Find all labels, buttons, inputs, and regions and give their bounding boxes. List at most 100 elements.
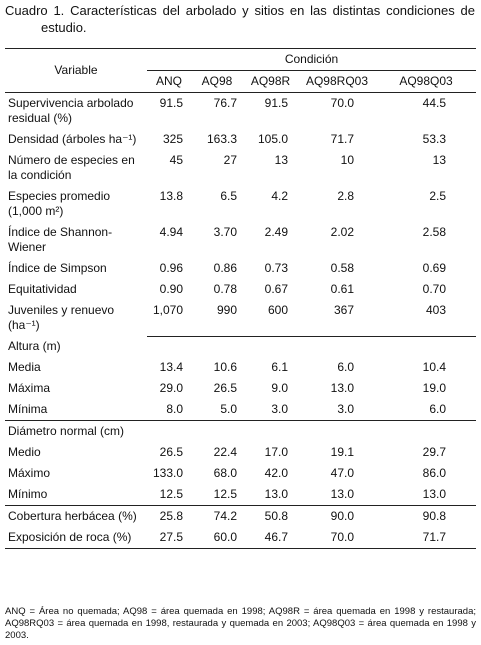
cell-value: 60.0: [213, 530, 237, 544]
cell-value: 3.0: [271, 402, 288, 416]
table-title: Cuadro 1. Características del arbolado y…: [5, 3, 475, 35]
cell-value: 13: [274, 153, 288, 167]
cell-value: 163.3: [206, 132, 237, 146]
cell-value: 0.67: [264, 282, 288, 296]
section-heading: Altura (m): [8, 339, 61, 353]
cell-value: 70.0: [330, 530, 354, 544]
cell-value: 42.0: [264, 466, 288, 480]
cell-value: 2.8: [337, 189, 354, 203]
column-header-row: ANQ AQ98 AQ98R AQ98RQ03 AQ98Q03: [5, 71, 477, 93]
cell-value: 10: [340, 153, 354, 167]
cell-value: 6.5: [220, 189, 237, 203]
row-label: Número de especies en la condición: [8, 153, 135, 182]
cell-value: 325: [162, 132, 183, 146]
footnote: ANQ = Área no quemada; AQ98 = área quema…: [5, 606, 476, 641]
cell-value: 990: [216, 303, 237, 317]
section-row: Altura (m): [5, 335, 477, 357]
cell-value: 13.0: [330, 381, 354, 395]
data-row: Índice de Simpson 0.96 0.86 0.73 0.58 0.69: [5, 258, 476, 279]
cell-value: 19.1: [330, 445, 354, 459]
cell-value: 10.6: [213, 360, 237, 374]
cell-value: 13.4: [159, 360, 183, 374]
row-label: Máxima: [8, 381, 51, 395]
data-row: Mínimo 12.5 12.5 13.0 13.0 13.0: [5, 484, 476, 506]
cell-value: 90.0: [298, 505, 376, 527]
cell-value: 13.0: [330, 487, 354, 501]
cell-value: 2.02: [330, 225, 354, 239]
row-label: Supervivencia arbolado residual (%): [8, 96, 134, 125]
cell-value: 3.0: [337, 402, 354, 416]
column-header: AQ98RQ03: [305, 74, 369, 88]
header-row: Variable Condición: [5, 48, 477, 93]
cell-value: 0.61: [330, 282, 354, 296]
data-table: Variable Condición ANQ AQ98 AQ98R AQ98RQ03 A…: [5, 48, 477, 549]
cell-value: 26.5: [159, 445, 183, 459]
data-row: Especies promedio (1,000 m²) 13.8 6.5 4.2 2.…: [5, 186, 476, 222]
cell-value: 3.70: [213, 225, 237, 239]
cell-value: 12.5: [213, 487, 237, 501]
cell-value: 91.5: [264, 96, 288, 110]
row-label: Especies promedio (1,000 m²): [8, 189, 111, 218]
cell-value: 74.2: [191, 505, 243, 527]
cell-value: 26.5: [213, 381, 237, 395]
cell-value: 0.69: [422, 261, 447, 275]
cell-value: 45: [169, 153, 183, 167]
cell-value: 53.3: [422, 132, 447, 146]
cell-value: 105.0: [257, 132, 288, 146]
cell-value: 71.7: [422, 530, 447, 544]
row-label: Equitatividad: [8, 282, 77, 296]
variable-header: Variable: [5, 48, 147, 93]
cell-value: 17.0: [264, 445, 288, 459]
cell-value: 13.8: [159, 189, 183, 203]
cell-value: 76.7: [213, 96, 237, 110]
cell-value: 8.0: [166, 402, 183, 416]
cell-value: 19.0: [422, 381, 447, 395]
cell-value: 6.0: [337, 360, 354, 374]
cell-value: 25.8: [147, 505, 191, 527]
row-label: Índice de Simpson: [8, 261, 107, 275]
cell-value: 367: [333, 303, 354, 317]
cell-value: 10.4: [422, 360, 447, 374]
cell-value: 44.5: [422, 96, 447, 110]
table-head: Variable Condición ANQ AQ98 AQ98R AQ98RQ03 A…: [5, 48, 477, 93]
row-label: Densidad (árboles ha⁻¹): [8, 132, 137, 146]
cell-value: 27.5: [159, 530, 183, 544]
cell-value: 0.78: [213, 282, 237, 296]
section-heading: Diámetro normal (cm): [5, 420, 147, 442]
data-row: Supervivencia arbolado residual (%) 91.5 7…: [5, 93, 476, 130]
cell-value: 50.8: [243, 505, 298, 527]
row-label: Exposición de roca (%): [8, 530, 132, 544]
data-row: Mínima 8.0 5.0 3.0 3.0 6.0: [5, 399, 476, 421]
cell-value: 403: [426, 303, 447, 317]
row-label: Juveniles y renuevo (ha⁻¹): [8, 303, 115, 332]
cell-value: 29.7: [422, 445, 447, 459]
section-row: Diámetro normal (cm): [5, 420, 477, 442]
data-row: Densidad (árboles ha⁻¹) 325 163.3 105.0 71.7…: [5, 129, 476, 150]
column-header: ANQ: [155, 74, 182, 88]
data-row: Índice de Shannon-Wiener 4.94 3.70 2.49 2.02…: [5, 222, 476, 258]
cell-value: 90.8: [376, 505, 477, 527]
cell-value: 46.7: [264, 530, 288, 544]
cell-value: 68.0: [213, 466, 237, 480]
column-header: AQ98Q03: [399, 74, 453, 88]
cell-value: 0.90: [159, 282, 183, 296]
cell-value: 27: [223, 153, 237, 167]
cell-value: 13: [432, 153, 447, 167]
cell-value: 0.86: [213, 261, 237, 275]
cell-value: 2.49: [264, 225, 288, 239]
cell-value: 0.70: [422, 282, 447, 296]
cell-value: 0.58: [330, 261, 354, 275]
column-header: AQ98: [201, 74, 233, 88]
data-row: Número de especies en la condición 45 27 13…: [5, 150, 476, 186]
section-spacer: [147, 335, 477, 357]
cell-value: 71.7: [330, 132, 354, 146]
group-header: Condición: [147, 48, 477, 71]
cell-value: 13.0: [264, 487, 288, 501]
data-row: Juveniles y renuevo (ha⁻¹) 1,070 990 600 367…: [5, 300, 476, 336]
cell-value: 5.0: [220, 402, 237, 416]
cell-value: 12.5: [159, 487, 183, 501]
cell-value: 6.0: [429, 402, 447, 416]
cell-value: 1,070: [152, 303, 183, 317]
